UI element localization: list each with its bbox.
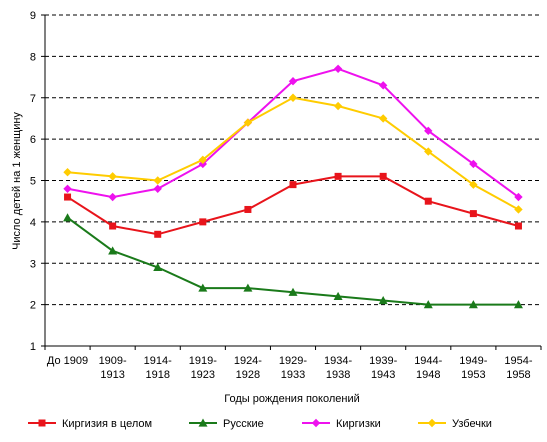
data-point	[468, 300, 478, 309]
series-1	[64, 172, 522, 238]
data-point	[243, 118, 253, 127]
x-tick-label: До 1909	[47, 355, 88, 367]
series-2	[63, 213, 523, 309]
x-tick-label: 1929-	[279, 355, 307, 367]
data-point	[469, 180, 478, 189]
data-point	[108, 192, 117, 202]
y-tick-label: 9	[30, 10, 36, 22]
x-tick-labels: До 1909 1909- 1913 1914- 1918 1919- 1923 1924- 1…	[47, 355, 533, 381]
y-tick-label: 6	[30, 134, 36, 146]
data-point	[108, 172, 117, 181]
data-point	[63, 168, 72, 177]
legend-label: Русские	[223, 418, 264, 430]
data-point	[288, 93, 298, 102]
y-tick-label: 2	[30, 300, 36, 312]
x-tick-label: 1924-	[234, 355, 262, 367]
gridlines	[45, 14, 541, 306]
data-point	[424, 197, 432, 205]
axes	[41, 14, 542, 350]
data-point	[334, 172, 342, 180]
data-point	[333, 291, 343, 300]
data-point	[423, 300, 433, 309]
x-tick-label: 1958	[506, 369, 530, 381]
data-point	[243, 283, 253, 292]
data-point	[333, 64, 343, 73]
x-tick-label: 1914-	[144, 355, 172, 367]
legend-label: Киргизки	[336, 418, 381, 430]
legend-marker	[311, 418, 321, 428]
y-tick-label: 4	[30, 217, 36, 229]
x-tick-label: 1948	[416, 369, 440, 381]
data-point	[378, 81, 388, 90]
data-point	[153, 184, 162, 193]
data-point	[153, 176, 162, 185]
x-tick-label: 1943	[371, 369, 395, 381]
data-point	[199, 218, 207, 226]
legend-label: Узбечки	[452, 418, 492, 430]
data-point	[513, 300, 523, 309]
x-axis-title: Годы рождения поколений	[224, 393, 360, 405]
data-point	[514, 192, 523, 202]
data-point	[63, 184, 72, 193]
legend-item: Русские	[189, 418, 264, 430]
legend-marker	[198, 418, 208, 427]
data-point	[514, 205, 523, 214]
x-tick-label: 1949-	[459, 355, 487, 367]
x-tick-label: 1918	[145, 369, 169, 381]
series-group	[63, 64, 523, 309]
data-point	[424, 126, 433, 136]
y-tick-labels: 1 2 3 4 5 6 7 8 9	[30, 10, 36, 353]
x-tick-label: 1934-	[324, 355, 352, 367]
data-point	[288, 287, 298, 296]
data-point	[108, 246, 118, 255]
data-point	[288, 77, 298, 86]
data-point	[109, 222, 117, 230]
data-point	[469, 210, 477, 218]
y-tick-label: 3	[30, 258, 36, 270]
x-tick-label: 1939-	[369, 355, 397, 367]
data-point	[244, 205, 252, 213]
data-point	[333, 101, 343, 111]
y-tick-label: 7	[30, 93, 36, 105]
data-point	[514, 222, 522, 230]
x-tick-label: 1928	[236, 369, 260, 381]
legend-label: Киргизия в целом	[62, 418, 152, 430]
data-point	[154, 230, 162, 238]
x-tick-label: 1923	[191, 369, 215, 381]
data-point	[198, 155, 208, 165]
x-tick-label: 1913	[100, 369, 124, 381]
legend-marker	[38, 419, 46, 427]
y-tick-label: 5	[30, 176, 36, 188]
x-tick-label: 1909-	[99, 355, 127, 367]
data-point	[469, 159, 478, 169]
y-tick-label: 8	[30, 51, 36, 63]
x-tick-label: 1933	[281, 369, 305, 381]
x-tick-label: 1919-	[189, 355, 217, 367]
data-point	[379, 172, 387, 180]
data-point	[153, 262, 163, 271]
data-point	[424, 147, 433, 156]
series-4	[63, 93, 523, 214]
x-tick-label: 1954-	[504, 355, 532, 367]
data-point	[378, 114, 388, 123]
y-tick-label: 1	[30, 341, 36, 353]
data-point	[198, 283, 208, 292]
legend-item: Киргизия в целом	[28, 418, 152, 430]
data-point	[63, 213, 73, 222]
x-tick-label: 1944-	[414, 355, 442, 367]
data-point	[378, 295, 388, 305]
x-tick-label: 1938	[326, 369, 350, 381]
legend: Киргизия в целом Русские Киргизки Узбечки	[28, 418, 492, 430]
legend-marker	[427, 418, 437, 428]
legend-item: Узбечки	[418, 418, 492, 430]
data-point	[289, 181, 297, 189]
data-point	[64, 193, 72, 201]
x-tick-label: 1953	[461, 369, 485, 381]
legend-item: Киргизки	[302, 418, 381, 430]
y-axis-title: Число детей на 1 женщину	[11, 112, 23, 250]
